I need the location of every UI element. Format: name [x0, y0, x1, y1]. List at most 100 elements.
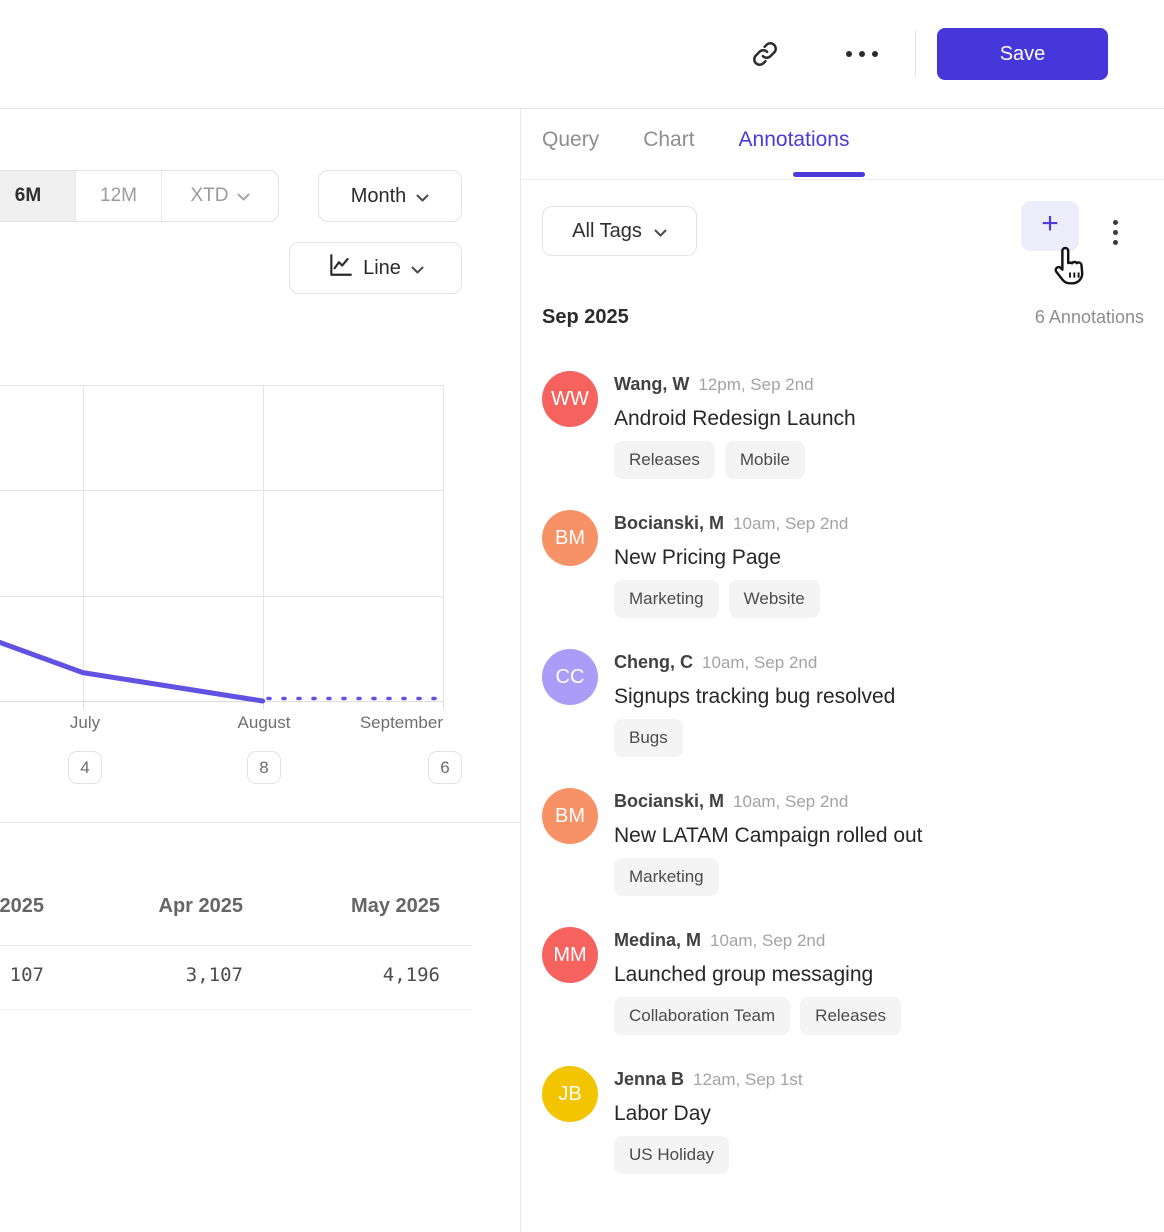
avatar: CC [542, 649, 598, 705]
annotation-tag-chip: Mobile [724, 441, 805, 479]
more-options-button[interactable] [840, 42, 884, 66]
table-header-col1: 2025 [0, 895, 44, 917]
annotation-title: Signups tracking bug resolved [614, 685, 896, 708]
annotation-author: Bocianski, M [614, 513, 725, 533]
header-divider [915, 30, 916, 78]
avatar: WW [542, 371, 598, 427]
line-chart [0, 385, 445, 711]
chart-series-actual [0, 640, 266, 704]
tag-filter-dropdown[interactable]: All Tags [542, 206, 697, 256]
range-tab-xtd[interactable]: XTD [161, 171, 278, 221]
annotations-list: WW Wang, W 12pm, Sep 2nd Android Redesign L… [542, 371, 1152, 1205]
save-button[interactable]: Save [937, 28, 1108, 80]
header-border [0, 108, 1164, 109]
annotation-timestamp: 12pm, Sep 2nd [698, 375, 814, 394]
annotation-item[interactable]: WW Wang, W 12pm, Sep 2nd Android Redesign L… [542, 371, 1152, 479]
table-header-col2: Apr 2025 [158, 895, 244, 917]
range-tab-12m[interactable]: 12M [75, 171, 161, 221]
table-value-col2: 3,107 [185, 964, 243, 986]
annotation-title: Android Redesign Launch [614, 407, 856, 430]
line-chart-icon [327, 252, 353, 284]
annotation-tag-chip: Marketing [614, 858, 719, 896]
annotation-item[interactable]: CC Cheng, C 10am, Sep 2nd Signups tracking … [542, 649, 1152, 757]
annotation-content: Jenna B 12am, Sep 1st Labor Day US Holiday [614, 1066, 803, 1174]
avatar: BM [542, 510, 598, 566]
annotation-item[interactable]: JB Jenna B 12am, Sep 1st Labor Day US Holida… [542, 1066, 1152, 1174]
annotation-tag-chip: Bugs [614, 719, 683, 757]
annotation-item[interactable]: MM Medina, M 10am, Sep 2nd Launched group m… [542, 927, 1152, 1035]
plus-icon: + [1041, 207, 1059, 240]
chart-type-dropdown[interactable]: Line [289, 242, 462, 294]
annotation-timestamp: 10am, Sep 2nd [710, 931, 826, 950]
add-annotation-button[interactable]: + [1021, 201, 1079, 251]
annotation-tag-chip: Releases [614, 441, 715, 479]
annotation-count-badge-august[interactable]: 8 [247, 751, 281, 784]
annotation-title: New Pricing Page [614, 546, 781, 569]
annotation-tag-chip: Marketing [614, 580, 719, 618]
annotation-tag-chip: Collaboration Team [614, 997, 791, 1035]
panel-divider [520, 108, 521, 1232]
copy-link-button[interactable] [748, 38, 782, 72]
tab-query[interactable]: Query [542, 128, 600, 151]
avatar: MM [542, 927, 598, 983]
annotation-title: Labor Day [614, 1102, 711, 1125]
annotation-content: Medina, M 10am, Sep 2nd Launched group mes… [614, 927, 902, 1035]
annotation-author: Cheng, C [614, 652, 693, 672]
table-border-top [0, 822, 520, 823]
x-axis-label-july: July [69, 713, 101, 732]
month-group-header: Sep 2025 [542, 306, 629, 328]
annotation-author: Medina, M [614, 930, 702, 950]
date-range-segmented-control: 6M 12M XTD [0, 170, 279, 222]
range-tab-6m[interactable]: 6M [0, 171, 75, 221]
chevron-down-icon [416, 185, 429, 208]
annotation-count-badge-september[interactable]: 6 [428, 751, 462, 784]
annotation-tags: Bugs [614, 719, 895, 757]
x-axis-label-september: September [359, 713, 443, 732]
annotation-title: New LATAM Campaign rolled out [614, 824, 923, 847]
annotation-content: Cheng, C 10am, Sep 2nd Signups tracking bu… [614, 649, 895, 757]
table-value-col1: 107 [9, 964, 44, 986]
annotation-tag-chip: Releases [800, 997, 902, 1035]
tab-annotations[interactable]: Annotations [738, 128, 850, 151]
ellipsis-icon [846, 51, 878, 57]
annotation-tag-chip: US Holiday [614, 1136, 730, 1174]
annotation-title: Launched group messaging [614, 963, 874, 986]
annotation-content: Bocianski, M 10am, Sep 2nd New LATAM Campa… [614, 788, 923, 896]
annotation-timestamp: 10am, Sep 2nd [733, 792, 849, 811]
chart-grid [0, 385, 444, 701]
annotation-content: Bocianski, M 10am, Sep 2nd New Pricing Pag… [614, 510, 848, 618]
link-icon [750, 39, 780, 72]
x-axis-label-august: August [237, 713, 291, 732]
panel-tabs: Query Chart Annotations [542, 128, 849, 152]
annotation-content: Wang, W 12pm, Sep 2nd Android Redesign Lau… [614, 371, 856, 479]
annotation-author: Bocianski, M [614, 791, 725, 811]
chevron-down-icon [654, 220, 667, 243]
table-row-divider [0, 1009, 473, 1010]
avatar: JB [542, 1066, 598, 1122]
annotation-tags: Marketing Website [614, 580, 848, 618]
tab-chart[interactable]: Chart [643, 128, 695, 151]
annotation-tags: US Holiday [614, 1136, 803, 1174]
annotations-menu-button[interactable] [1105, 213, 1125, 251]
chevron-down-icon [237, 185, 250, 207]
table-value-col3: 4,196 [382, 964, 440, 986]
table-header-divider [0, 945, 473, 946]
annotation-item[interactable]: BM Bocianski, M 10am, Sep 2nd New Pricing P… [542, 510, 1152, 618]
avatar: BM [542, 788, 598, 844]
chart-axis [0, 701, 444, 709]
granularity-dropdown[interactable]: Month [318, 170, 462, 222]
annotation-timestamp: 12am, Sep 1st [693, 1070, 803, 1089]
annotation-count-badge-july[interactable]: 4 [68, 751, 102, 784]
annotation-tags: Releases Mobile [614, 441, 856, 479]
annotations-month-row: Sep 2025 6 Annotations [542, 306, 1144, 329]
annotation-item[interactable]: BM Bocianski, M 10am, Sep 2nd New LATAM Cam… [542, 788, 1152, 896]
annotation-tags: Collaboration Team Releases [614, 997, 902, 1035]
table-header-col3: May 2025 [351, 895, 440, 917]
annotation-author: Wang, W [614, 374, 690, 394]
annotation-tags: Marketing [614, 858, 923, 896]
annotations-count: 6 Annotations [1034, 307, 1144, 327]
active-tab-underline [793, 172, 865, 177]
chevron-down-icon [411, 257, 424, 280]
tabs-border [521, 179, 1164, 180]
